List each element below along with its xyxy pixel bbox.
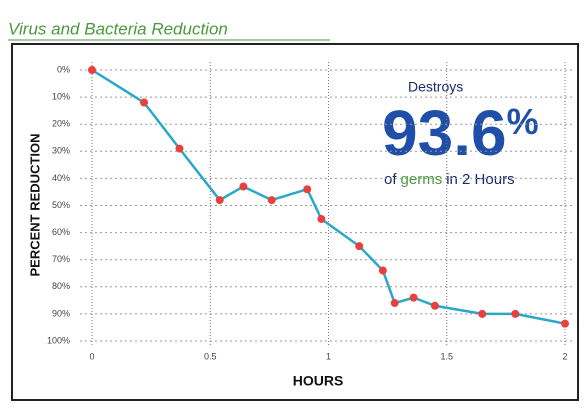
x-tick-label: 1 (326, 351, 331, 361)
data-point (216, 196, 224, 204)
x-tick-label: 1.5 (440, 351, 453, 361)
data-point (317, 215, 325, 223)
y-tick-label: 0% (57, 64, 70, 74)
x-tick-label: 0.5 (204, 351, 217, 361)
x-tick-label: 0 (89, 351, 94, 361)
annotation-number: 93.6 (382, 97, 507, 169)
data-point (176, 145, 184, 153)
data-point (268, 196, 276, 204)
data-point (511, 310, 519, 318)
y-tick-label: 40% (52, 173, 70, 183)
data-point (391, 299, 399, 307)
chart-title: Virus and Bacteria Reduction (8, 19, 228, 38)
background (0, 0, 585, 416)
data-point (478, 310, 486, 318)
data-point (140, 99, 148, 107)
annotation-line1: Destroys (408, 79, 463, 95)
y-tick-label: 50% (52, 200, 70, 210)
data-point (355, 242, 363, 250)
annotation-pre: of (384, 171, 397, 188)
data-point (88, 66, 96, 74)
data-point (239, 183, 247, 191)
y-tick-label: 20% (52, 119, 70, 129)
data-point (303, 185, 311, 193)
y-tick-label: 100% (47, 335, 70, 345)
y-tick-label: 70% (52, 254, 70, 264)
data-point (561, 320, 569, 328)
annotation-post: in 2 Hours (446, 171, 514, 188)
annotation-highlight: germs (401, 171, 443, 188)
data-point (379, 267, 387, 275)
y-tick-label: 30% (52, 146, 70, 156)
annotation-unit: % (507, 101, 539, 142)
y-tick-label: 80% (52, 281, 70, 291)
data-point (431, 302, 439, 310)
y-tick-label: 60% (52, 227, 70, 237)
chart: Virus and Bacteria Reduction PERCENT RED… (0, 0, 585, 416)
y-tick-label: 10% (52, 91, 70, 101)
y-axis-label: PERCENT REDUCTION (27, 133, 42, 276)
x-tick-label: 2 (562, 351, 567, 361)
x-axis-label: HOURS (293, 373, 344, 389)
y-tick-label: 90% (52, 308, 70, 318)
data-point (410, 294, 418, 302)
